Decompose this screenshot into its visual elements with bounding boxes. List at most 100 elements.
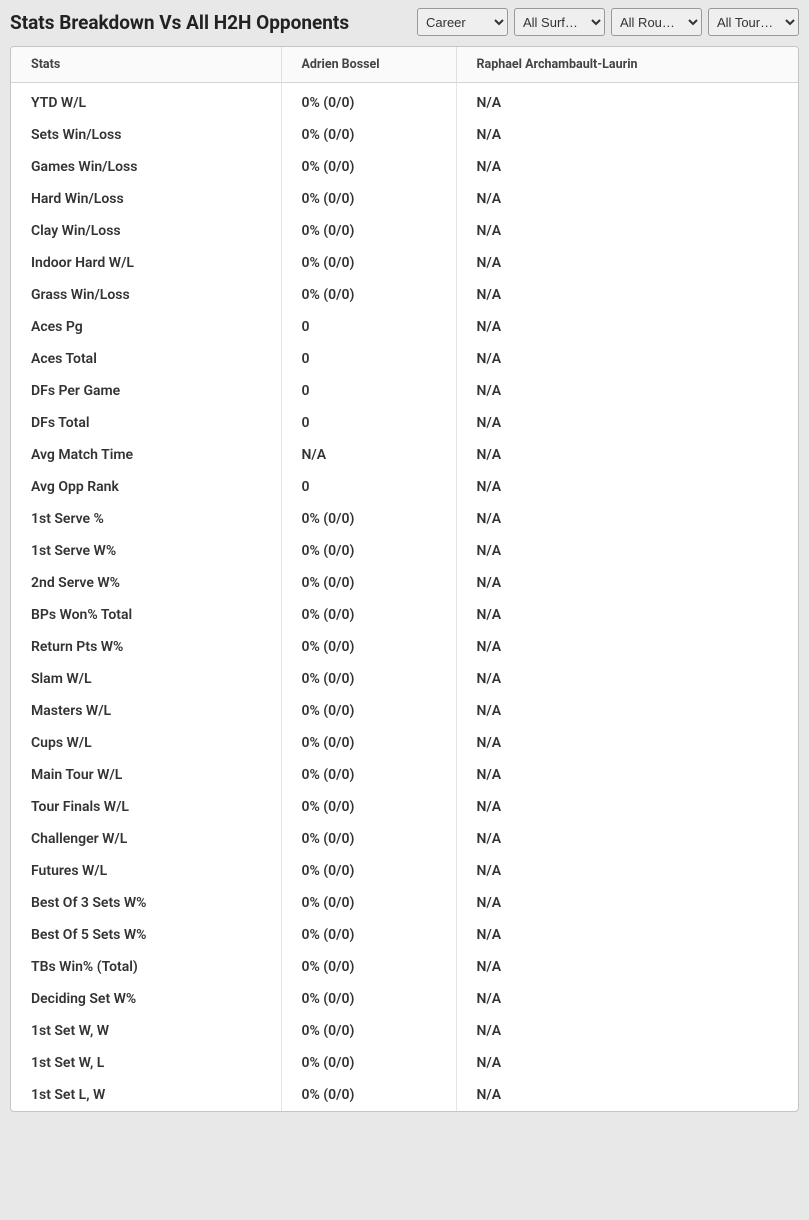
stat-label-cell: DFs Per Game xyxy=(11,375,281,407)
stat-label-cell: Slam W/L xyxy=(11,663,281,695)
table-row: TBs Win% (Total)0% (0/0)N/A xyxy=(11,951,798,983)
table-row: Avg Opp Rank0N/A xyxy=(11,471,798,503)
player1-value-cell: 0% (0/0) xyxy=(281,535,456,567)
player2-value-cell: N/A xyxy=(456,1015,798,1047)
player1-value-cell: 0% (0/0) xyxy=(281,279,456,311)
player2-value-cell: N/A xyxy=(456,535,798,567)
stat-label-cell: Best Of 3 Sets W% xyxy=(11,887,281,919)
player2-value-cell: N/A xyxy=(456,567,798,599)
stat-label-cell: Avg Match Time xyxy=(11,439,281,471)
stat-label-cell: Sets Win/Loss xyxy=(11,119,281,151)
player2-value-cell: N/A xyxy=(456,887,798,919)
tour-select[interactable]: All Tour… xyxy=(708,8,799,36)
player2-value-cell: N/A xyxy=(456,119,798,151)
player1-value-cell: 0% (0/0) xyxy=(281,983,456,1015)
table-row: 1st Set L, W0% (0/0)N/A xyxy=(11,1079,798,1111)
stat-label-cell: 1st Set W, L xyxy=(11,1047,281,1079)
player1-value-cell: 0% (0/0) xyxy=(281,951,456,983)
player2-value-cell: N/A xyxy=(456,919,798,951)
player1-value-cell: 0% (0/0) xyxy=(281,887,456,919)
table-row: Clay Win/Loss0% (0/0)N/A xyxy=(11,215,798,247)
player1-value-cell: 0 xyxy=(281,407,456,439)
table-row: Sets Win/Loss0% (0/0)N/A xyxy=(11,119,798,151)
player2-value-cell: N/A xyxy=(456,407,798,439)
table-row: Futures W/L0% (0/0)N/A xyxy=(11,855,798,887)
player2-value-cell: N/A xyxy=(456,727,798,759)
stat-label-cell: 2nd Serve W% xyxy=(11,567,281,599)
period-select[interactable]: Career xyxy=(417,8,508,36)
player1-value-cell: N/A xyxy=(281,439,456,471)
player2-value-cell: N/A xyxy=(456,311,798,343)
player2-value-cell: N/A xyxy=(456,983,798,1015)
table-row: DFs Per Game0N/A xyxy=(11,375,798,407)
player1-value-cell: 0% (0/0) xyxy=(281,119,456,151)
player1-value-cell: 0% (0/0) xyxy=(281,695,456,727)
player1-value-cell: 0% (0/0) xyxy=(281,855,456,887)
player2-value-cell: N/A xyxy=(456,215,798,247)
table-row: Best Of 5 Sets W%0% (0/0)N/A xyxy=(11,919,798,951)
table-row: Deciding Set W%0% (0/0)N/A xyxy=(11,983,798,1015)
table-row: 1st Set W, W0% (0/0)N/A xyxy=(11,1015,798,1047)
stats-table-container: Stats Adrien Bossel Raphael Archambault-… xyxy=(10,46,799,1112)
stat-label-cell: Deciding Set W% xyxy=(11,983,281,1015)
player1-value-cell: 0% (0/0) xyxy=(281,759,456,791)
stat-label-cell: Best Of 5 Sets W% xyxy=(11,919,281,951)
table-row: Hard Win/Loss0% (0/0)N/A xyxy=(11,183,798,215)
player1-value-cell: 0% (0/0) xyxy=(281,727,456,759)
stat-label-cell: Aces Total xyxy=(11,343,281,375)
player1-value-cell: 0% (0/0) xyxy=(281,1079,456,1111)
player2-value-cell: N/A xyxy=(456,1047,798,1079)
round-select[interactable]: All Rou… xyxy=(611,8,702,36)
player1-value-cell: 0% (0/0) xyxy=(281,1047,456,1079)
player2-value-cell: N/A xyxy=(456,631,798,663)
player2-value-cell: N/A xyxy=(456,791,798,823)
header-bar: Stats Breakdown Vs All H2H Opponents Car… xyxy=(0,0,809,44)
stat-label-cell: Aces Pg xyxy=(11,311,281,343)
stat-label-cell: Clay Win/Loss xyxy=(11,215,281,247)
table-header-row: Stats Adrien Bossel Raphael Archambault-… xyxy=(11,47,798,83)
table-row: BPs Won% Total0% (0/0)N/A xyxy=(11,599,798,631)
table-row: Best Of 3 Sets W%0% (0/0)N/A xyxy=(11,887,798,919)
table-row: Avg Match TimeN/AN/A xyxy=(11,439,798,471)
stat-label-cell: Futures W/L xyxy=(11,855,281,887)
player1-value-cell: 0 xyxy=(281,343,456,375)
player2-value-cell: N/A xyxy=(456,375,798,407)
player2-value-cell: N/A xyxy=(456,343,798,375)
table-row: YTD W/L0% (0/0)N/A xyxy=(11,83,798,120)
col-header-player2: Raphael Archambault-Laurin xyxy=(456,47,798,83)
stat-label-cell: Grass Win/Loss xyxy=(11,279,281,311)
table-row: Games Win/Loss0% (0/0)N/A xyxy=(11,151,798,183)
stat-label-cell: 1st Set W, W xyxy=(11,1015,281,1047)
player1-value-cell: 0% (0/0) xyxy=(281,1015,456,1047)
table-row: Grass Win/Loss0% (0/0)N/A xyxy=(11,279,798,311)
col-header-stats: Stats xyxy=(11,47,281,83)
player1-value-cell: 0% (0/0) xyxy=(281,919,456,951)
stat-label-cell: Challenger W/L xyxy=(11,823,281,855)
stat-label-cell: 1st Serve % xyxy=(11,503,281,535)
stat-label-cell: Return Pts W% xyxy=(11,631,281,663)
stat-label-cell: TBs Win% (Total) xyxy=(11,951,281,983)
surface-select[interactable]: All Surf… xyxy=(514,8,605,36)
player2-value-cell: N/A xyxy=(456,83,798,120)
table-row: Return Pts W%0% (0/0)N/A xyxy=(11,631,798,663)
player1-value-cell: 0% (0/0) xyxy=(281,151,456,183)
table-row: 2nd Serve W%0% (0/0)N/A xyxy=(11,567,798,599)
table-row: DFs Total0N/A xyxy=(11,407,798,439)
player2-value-cell: N/A xyxy=(456,823,798,855)
player2-value-cell: N/A xyxy=(456,439,798,471)
player2-value-cell: N/A xyxy=(456,1079,798,1111)
player1-value-cell: 0 xyxy=(281,471,456,503)
stat-label-cell: Main Tour W/L xyxy=(11,759,281,791)
player1-value-cell: 0% (0/0) xyxy=(281,215,456,247)
player2-value-cell: N/A xyxy=(456,759,798,791)
table-row: Challenger W/L0% (0/0)N/A xyxy=(11,823,798,855)
stat-label-cell: 1st Serve W% xyxy=(11,535,281,567)
player1-value-cell: 0% (0/0) xyxy=(281,567,456,599)
player1-value-cell: 0% (0/0) xyxy=(281,83,456,120)
player1-value-cell: 0% (0/0) xyxy=(281,599,456,631)
player1-value-cell: 0% (0/0) xyxy=(281,631,456,663)
stat-label-cell: Hard Win/Loss xyxy=(11,183,281,215)
table-row: Aces Total0N/A xyxy=(11,343,798,375)
table-row: Aces Pg0N/A xyxy=(11,311,798,343)
table-row: Tour Finals W/L0% (0/0)N/A xyxy=(11,791,798,823)
